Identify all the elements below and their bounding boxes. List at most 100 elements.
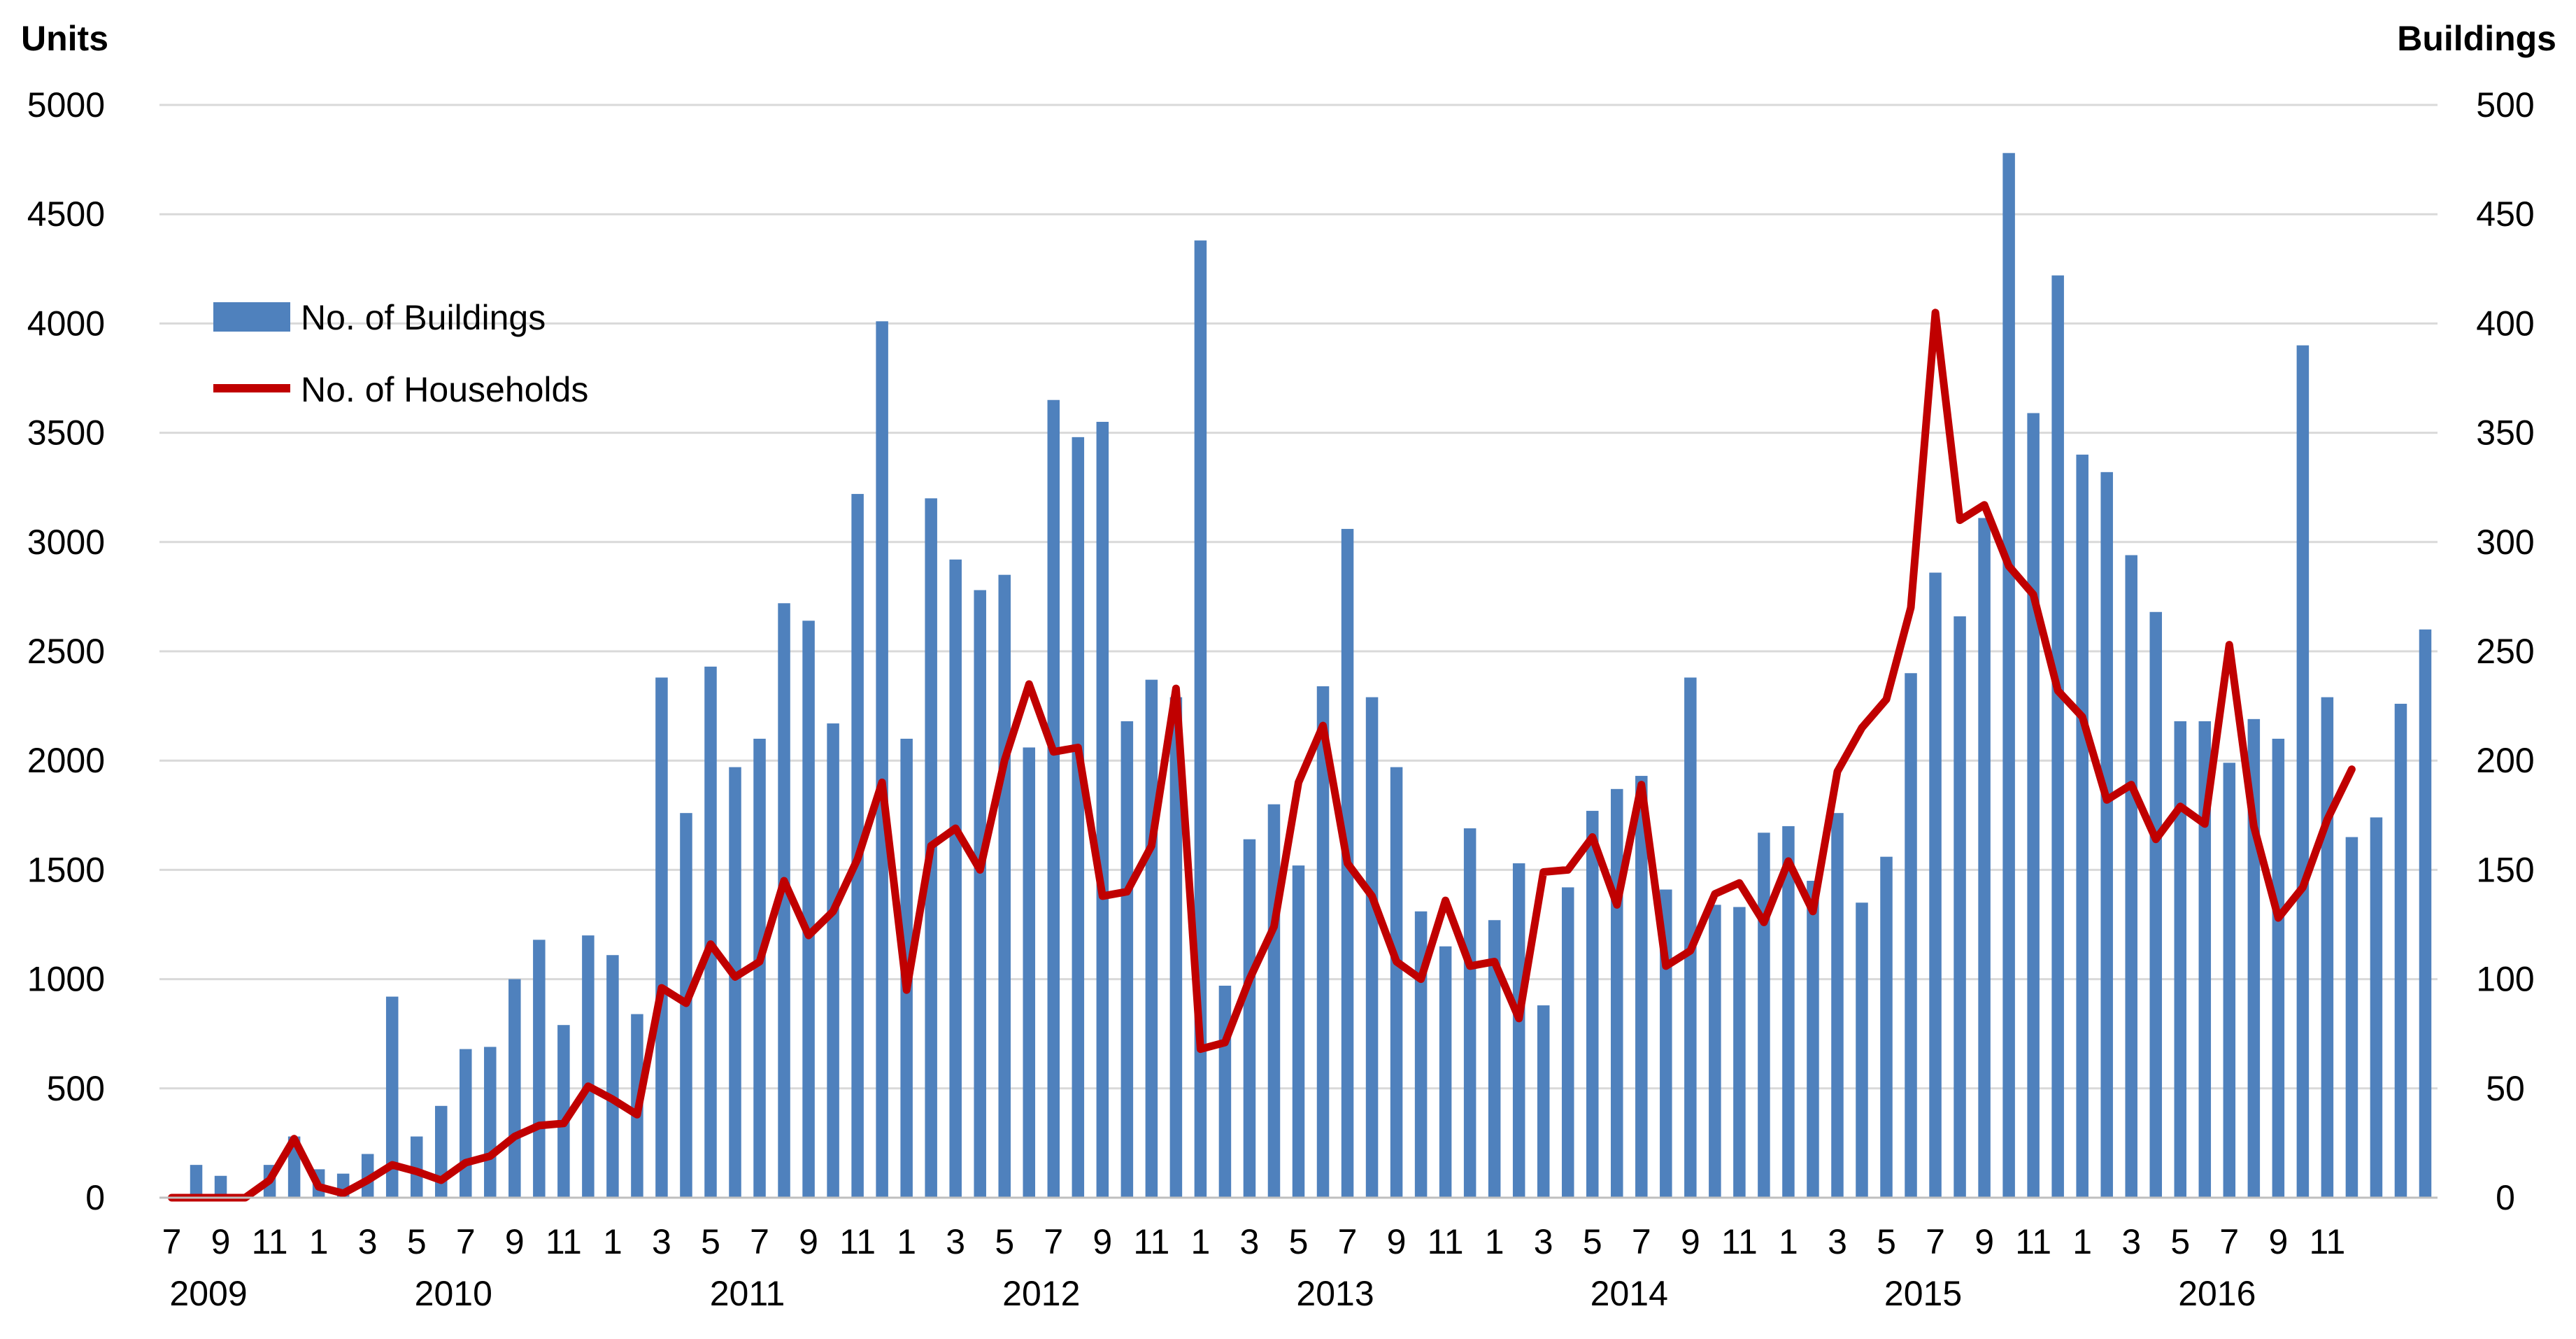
bar <box>1831 813 1844 1198</box>
x-month-label: 1 <box>1485 1222 1504 1261</box>
bar <box>998 574 1011 1198</box>
right-tick-label: 200 <box>2476 741 2534 780</box>
x-month-label: 9 <box>1974 1222 1994 1261</box>
x-month-label: 3 <box>946 1222 965 1261</box>
x-year-label: 2011 <box>710 1274 785 1313</box>
x-month-label: 3 <box>1534 1222 1553 1261</box>
x-month-label: 5 <box>1289 1222 1309 1261</box>
bar <box>2027 413 2040 1198</box>
bar <box>410 1136 423 1198</box>
x-month-label: 3 <box>1240 1222 1260 1261</box>
bar <box>1023 747 1036 1198</box>
bar <box>2198 721 2212 1198</box>
bar <box>1169 697 1183 1198</box>
bar <box>2321 697 2334 1198</box>
bar <box>1292 865 1305 1198</box>
x-month-label: 3 <box>1828 1222 1847 1261</box>
bar <box>2394 703 2407 1198</box>
x-month-label: 1 <box>897 1222 916 1261</box>
x-month-label: 11 <box>2309 1222 2345 1261</box>
bar <box>460 1049 472 1198</box>
left-tick-label: 2500 <box>27 632 105 671</box>
bar <box>1512 863 1525 1198</box>
x-month-label: 11 <box>1133 1222 1169 1261</box>
bar <box>1684 677 1697 1198</box>
x-month-label: 3 <box>652 1222 671 1261</box>
x-year-label: 2010 <box>415 1274 492 1313</box>
bar <box>1856 902 1868 1198</box>
line-series-households <box>168 309 2356 1202</box>
x-month-label: 11 <box>1721 1222 1758 1261</box>
x-month-label: 11 <box>252 1222 288 1261</box>
households-line <box>168 309 2356 1202</box>
left-tick-label: 1500 <box>27 850 105 889</box>
right-tick-label: 50 <box>2486 1069 2525 1108</box>
x-month-label: 1 <box>603 1222 622 1261</box>
bar <box>484 1047 497 1198</box>
bar <box>2076 454 2088 1198</box>
left-tick-label: 0 <box>85 1178 105 1217</box>
x-month-label: 9 <box>1681 1222 1700 1261</box>
bar <box>1905 673 1917 1198</box>
x-month-label: 7 <box>1632 1222 1651 1261</box>
bar <box>2370 817 2383 1198</box>
x-month-label: 1 <box>2072 1222 2092 1261</box>
bar <box>385 996 399 1198</box>
bar <box>2419 629 2432 1198</box>
x-month-label: 7 <box>2219 1222 2239 1261</box>
bar <box>1978 518 1991 1198</box>
right-tick-label: 500 <box>2476 85 2534 125</box>
bar <box>1047 399 1060 1198</box>
x-year-label: 2013 <box>1296 1274 1374 1313</box>
bar <box>1807 881 1819 1198</box>
bar <box>655 677 668 1198</box>
bar <box>1954 616 1966 1198</box>
bar <box>974 590 986 1198</box>
x-month-label: 3 <box>2121 1222 2141 1261</box>
left-tick-label: 3000 <box>27 523 105 562</box>
x-month-label: 11 <box>1428 1222 1464 1261</box>
bar <box>1537 1005 1550 1198</box>
right-tick-label: 250 <box>2476 632 2534 671</box>
x-month-label: 1 <box>1779 1222 1798 1261</box>
bar <box>1758 833 1770 1198</box>
bar <box>1488 920 1501 1198</box>
right-axis-ticks: 0 50 100 150 200 250 300 350 400 450 500 <box>2476 85 2534 1217</box>
bar <box>1267 804 1281 1198</box>
bar <box>778 603 790 1198</box>
bar <box>704 666 717 1198</box>
x-year-label: 2009 <box>169 1274 247 1313</box>
x-axis-year-ticks: 2009 2010 2011 2012 2013 2014 2015 2016 <box>169 1274 2256 1313</box>
bar <box>2002 153 2015 1198</box>
right-tick-label: 450 <box>2476 194 2534 234</box>
left-tick-label: 4000 <box>27 304 105 343</box>
x-month-label: 5 <box>1877 1222 1896 1261</box>
right-tick-label: 0 <box>2496 1178 2515 1217</box>
bar <box>1439 946 1452 1198</box>
bar <box>2272 738 2285 1198</box>
x-month-label: 5 <box>995 1222 1014 1261</box>
bar <box>827 723 839 1198</box>
legend-label-buildings: No. of Buildings <box>301 298 546 337</box>
x-month-label: 5 <box>701 1222 720 1261</box>
x-month-label: 9 <box>1093 1222 1112 1261</box>
bar <box>533 940 546 1198</box>
right-tick-label: 100 <box>2476 960 2534 999</box>
bar <box>876 321 888 1198</box>
bar <box>582 935 595 1198</box>
bar <box>1072 437 1085 1198</box>
x-month-label: 9 <box>2268 1222 2288 1261</box>
x-month-label: 11 <box>546 1222 582 1261</box>
right-axis-label: Buildings <box>2397 19 2556 58</box>
x-month-label: 7 <box>750 1222 769 1261</box>
bar <box>949 559 962 1198</box>
left-axis-label: Units <box>21 19 108 58</box>
bar <box>1782 826 1795 1198</box>
x-month-label: 11 <box>839 1222 876 1261</box>
bar <box>802 621 815 1198</box>
right-tick-label: 300 <box>2476 523 2534 562</box>
x-month-label: 9 <box>799 1222 818 1261</box>
bar <box>851 494 864 1198</box>
x-month-label: 7 <box>1338 1222 1358 1261</box>
